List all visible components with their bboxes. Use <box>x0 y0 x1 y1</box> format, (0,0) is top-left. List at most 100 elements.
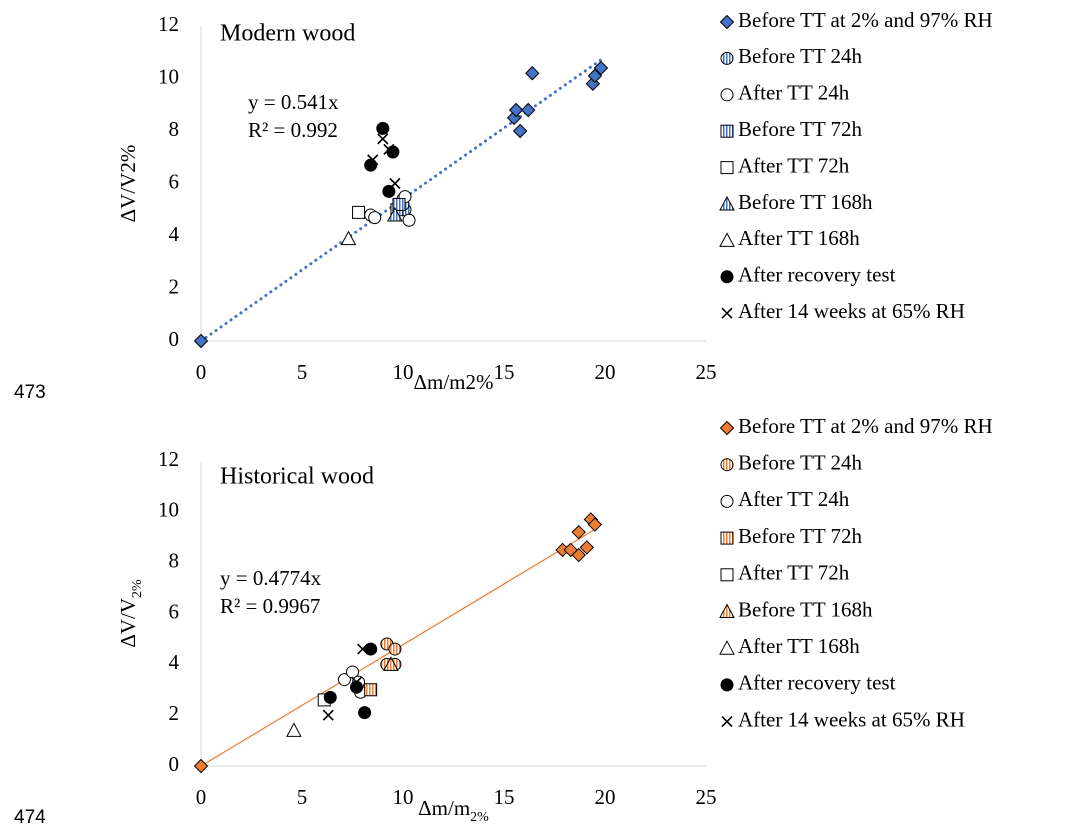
data-point <box>358 706 372 720</box>
y-axis-label: ΔV/V2% <box>116 145 140 223</box>
x-tick-label: 0 <box>196 360 207 384</box>
data-point <box>377 133 389 145</box>
y-tick-label: 12 <box>158 12 179 36</box>
x-axis-label: Δm/m2% <box>413 370 493 394</box>
legend-label: Before TT 168h <box>738 190 873 214</box>
y-tick-label: 0 <box>169 327 180 351</box>
legend-label: After TT 24h <box>738 487 850 511</box>
y-tick-label: 6 <box>169 599 180 623</box>
legend-marker <box>720 51 734 65</box>
data-point <box>340 230 357 246</box>
chart-title: Modern wood <box>220 21 355 47</box>
data-point <box>389 177 401 190</box>
legend-marker <box>720 161 734 175</box>
y-axis-label: ΔV/V2% <box>116 579 145 648</box>
x-tick-label: 5 <box>297 785 308 809</box>
legend-label: After TT 72h <box>738 153 850 177</box>
data-point <box>337 673 351 687</box>
y-tick-label: 10 <box>158 498 179 522</box>
data-point <box>387 206 403 222</box>
data-point <box>286 722 302 737</box>
data-point <box>587 68 603 84</box>
legend-marker <box>720 458 734 472</box>
data-point <box>388 642 402 656</box>
data-point <box>382 184 396 198</box>
legend-marker <box>719 603 735 618</box>
legend-marker <box>719 640 735 655</box>
x-tick-label: 20 <box>595 785 616 809</box>
data-point <box>357 643 369 655</box>
y-tick-label: 8 <box>169 548 180 572</box>
y-tick-label: 2 <box>169 274 180 298</box>
y-tick-label: 0 <box>169 752 180 776</box>
x-tick-label: 25 <box>696 785 717 809</box>
legend-marker <box>720 531 734 545</box>
x-tick-label: 10 <box>393 360 414 384</box>
legend-marker <box>720 494 734 508</box>
legend-marker <box>720 124 734 138</box>
data-point <box>350 676 363 688</box>
line-number: 473 <box>14 382 46 403</box>
x-tick-label: 25 <box>696 360 717 384</box>
legend-marker <box>719 232 735 247</box>
data-point <box>367 154 379 166</box>
legend-marker <box>719 195 735 211</box>
legend-label: After recovery test <box>738 671 896 695</box>
legend-label: Before TT 24h <box>738 451 863 475</box>
data-point <box>508 102 524 118</box>
y-tick-label: 2 <box>169 701 180 725</box>
line-number: 474 <box>14 807 46 827</box>
data-point <box>386 145 400 159</box>
data-point <box>193 333 209 349</box>
legend-label: After TT 72h <box>738 561 850 585</box>
x-tick-label: 5 <box>297 360 308 384</box>
x-tick-label: 20 <box>595 360 616 384</box>
legend-label: After 14 weeks at 65% RH <box>738 299 965 323</box>
data-point <box>593 60 609 76</box>
data-point <box>364 158 378 172</box>
data-point <box>352 205 366 219</box>
x-tick-label: 15 <box>494 785 515 809</box>
data-point <box>193 758 209 774</box>
data-point <box>512 123 528 139</box>
y-tick-label: 8 <box>169 117 180 141</box>
legend-marker <box>719 14 735 30</box>
legend-label: Before TT 72h <box>738 524 863 548</box>
y-tick-label: 12 <box>158 447 179 471</box>
y-tick-label: 4 <box>169 222 180 246</box>
data-point <box>364 642 378 656</box>
y-tick-label: 6 <box>169 169 180 193</box>
legend-marker <box>720 568 734 582</box>
legend-label: Before TT at 2% and 97% RH <box>738 8 993 32</box>
data-point <box>322 709 334 721</box>
data-point <box>579 540 595 555</box>
data-point <box>323 690 337 704</box>
chart-title: Historical wood <box>220 464 374 490</box>
data-point <box>392 198 406 211</box>
annotation: R² = 0.992 <box>248 118 338 142</box>
data-point <box>402 213 416 227</box>
legend-marker <box>721 307 733 319</box>
data-point <box>571 547 586 563</box>
x-tick-label: 15 <box>494 360 515 384</box>
annotation: y = 0.4774x <box>220 566 322 590</box>
x-tick-label: 10 <box>393 785 414 809</box>
annotation: R² = 0.9967 <box>220 594 320 618</box>
legend-label: Before TT 24h <box>738 44 863 68</box>
legend-marker <box>719 420 735 436</box>
data-point <box>521 102 536 118</box>
legend-label: After TT 168h <box>738 226 860 250</box>
legend-label: After 14 weeks at 65% RH <box>738 707 965 731</box>
y-tick-label: 10 <box>158 64 179 88</box>
data-point <box>587 517 603 532</box>
data-point <box>368 211 382 225</box>
legend-label: Before TT 72h <box>738 117 863 141</box>
data-point <box>376 121 390 135</box>
y-tick-label: 4 <box>169 650 180 674</box>
data-point <box>383 143 395 155</box>
legend-marker <box>721 716 733 728</box>
data-point <box>571 524 586 540</box>
legend-label: After TT 24h <box>738 81 850 105</box>
legend-marker <box>720 270 734 284</box>
